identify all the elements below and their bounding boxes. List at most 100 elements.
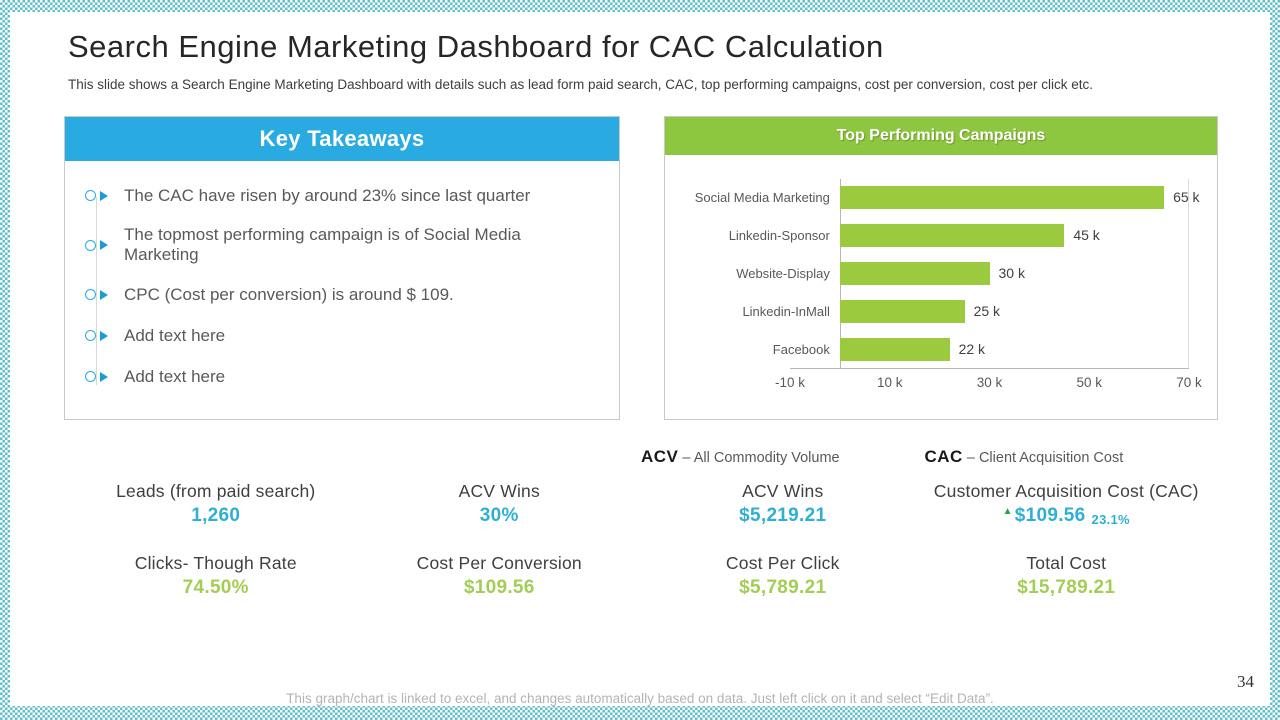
chart-bar[interactable] (839, 224, 1065, 247)
metric-label: Total Cost (1026, 553, 1107, 573)
metrics-row-1: Leads (from paid search) 1,260 ACV Wins 30%… (74, 481, 1208, 527)
chart-category-label: Website-Display (736, 266, 830, 281)
page-subtitle: This slide shows a Search Engine Marketi… (68, 77, 1093, 92)
bullet-connector-line (96, 197, 97, 385)
metric-value: ▲ $109.56 23.1% (925, 505, 1209, 527)
metric-label: Cost Per Conversion (416, 553, 582, 573)
metric-cell: Leads (from paid search) 1,260 (74, 481, 358, 527)
bullet-circle-icon (85, 330, 96, 341)
chart-category-label: Linkedin-Sponsor (728, 228, 830, 243)
key-takeaways-body: The CAC have risen by around 23% since l… (65, 161, 619, 397)
metric-label: Leads (from paid search) (116, 481, 316, 501)
takeaway-item: Add text here (65, 356, 619, 397)
chart-category-label: Facebook (772, 342, 830, 357)
key-takeaways-panel: Key Takeaways The CAC have risen by arou… (64, 116, 620, 420)
bullet-circle-icon (85, 239, 96, 251)
takeaway-text: The CAC have risen by around 23% since l… (124, 185, 531, 205)
metric-value-text: $5,789.21 (739, 577, 827, 598)
metric-value: $109.56 (358, 577, 642, 599)
page-number: 34 (1237, 672, 1254, 691)
bullet-circle-icon (85, 190, 96, 201)
metric-cell: Cost Per Conversion $109.56 (358, 553, 642, 599)
panels-row: Key Takeaways The CAC have risen by arou… (64, 116, 1218, 420)
metric-label: Customer Acquisition Cost (CAC) (933, 481, 1199, 501)
metric-label: ACV Wins (742, 481, 824, 501)
bullet-arrow-icon (100, 240, 108, 250)
chart-bar-value-label: 30 k (998, 265, 1025, 281)
metric-label: Cost Per Click (725, 553, 840, 573)
chart-bar[interactable] (839, 338, 950, 361)
takeaway-item: The topmost performing campaign is of So… (65, 216, 619, 274)
chart-x-tick-label: 50 k (1076, 375, 1103, 390)
takeaway-list: The CAC have risen by around 23% since l… (65, 175, 619, 397)
bullet-icon (85, 239, 108, 251)
chart-bar-value-label: 65 k (1173, 189, 1200, 205)
takeaway-text: Add text here (124, 366, 226, 386)
metric-value-text: 30% (479, 505, 519, 526)
metric-value-text: $109.56 (463, 577, 535, 598)
takeaway-text: CPC (Cost per conversion) is around $ 10… (124, 284, 454, 304)
metric-value: $15,789.21 (925, 577, 1209, 599)
chart-x-tick-label: 10 k (876, 375, 903, 390)
chart-bar-value-label: 22 k (958, 341, 986, 357)
bullet-arrow-icon (100, 190, 108, 201)
definition-abbr: CAC (924, 447, 963, 466)
chart-bar[interactable] (839, 262, 990, 285)
takeaway-item: CPC (Cost per conversion) is around $ 10… (65, 274, 619, 315)
metric-cell: Cost Per Click $5,789.21 (641, 553, 925, 599)
definition-abbr: ACV (641, 447, 679, 466)
definition-text: – All Commodity Volume (678, 450, 840, 466)
chart-category-label: Social Media Marketing (694, 190, 830, 205)
chart-bar-value-label: 45 k (1073, 227, 1100, 243)
chart-body[interactable]: Social Media Marketing 65 k Linkedin-Spons… (665, 155, 1217, 420)
up-triangle-icon: ▲ (1002, 506, 1013, 517)
metric-delta: 23.1% (1091, 512, 1130, 527)
metric-cell: Total Cost $15,789.21 (925, 553, 1209, 599)
chart-title: Top Performing Campaigns (665, 117, 1217, 155)
bullet-icon (85, 330, 108, 341)
metric-cell: Clicks- Though Rate 74.50% (74, 553, 358, 599)
bullet-icon (85, 190, 108, 201)
metric-value-text: $5,219.21 (739, 505, 827, 526)
chart-category-label: Linkedin-InMall (742, 304, 830, 319)
bullet-icon (85, 371, 108, 382)
bullet-arrow-icon (100, 371, 108, 382)
chart-panel[interactable]: Top Performing Campaigns Social Media Ma… (664, 116, 1218, 420)
chart-x-tick-label: 30 k (976, 375, 1003, 390)
chart-bar[interactable] (839, 186, 1165, 209)
bullet-icon (85, 289, 108, 300)
bullet-arrow-icon (100, 289, 108, 300)
metric-label: ACV Wins (458, 481, 540, 501)
definition-item: CAC – Client Acquisition Cost (925, 447, 1209, 467)
slide: Search Engine Marketing Dashboard for CA… (10, 12, 1270, 706)
metric-value-text: $15,789.21 (1017, 577, 1116, 598)
definition-text: – Client Acquisition Cost (962, 450, 1124, 466)
takeaway-text: The topmost performing campaign is of So… (124, 225, 521, 264)
metric-value: 74.50% (74, 577, 358, 599)
metric-label: Clicks- Though Rate (134, 553, 297, 573)
bullet-circle-icon (85, 289, 96, 300)
chart-x-tick-label: -10 k (774, 375, 806, 390)
metric-value-text: $109.56 (1014, 505, 1086, 526)
bullet-circle-icon (85, 371, 96, 382)
metric-cell: ACV Wins 30% (358, 481, 642, 527)
metric-value: 1,260 (74, 505, 358, 527)
metric-value-text: 74.50% (182, 577, 249, 598)
metric-value: 30% (358, 505, 642, 527)
chart-bar-value-label: 25 k (973, 303, 1001, 319)
takeaway-item: The CAC have risen by around 23% since l… (65, 175, 619, 216)
metric-value-text: 1,260 (191, 505, 241, 526)
chart-x-tick-label: 70 k (1176, 375, 1202, 390)
definition-item: ACV – All Commodity Volume (641, 447, 925, 467)
takeaway-item: Add text here (65, 315, 619, 356)
metric-value: $5,789.21 (641, 577, 925, 599)
key-takeaways-header: Key Takeaways (65, 117, 619, 161)
definitions-row: ACV – All Commodity Volume CAC – Client A… (74, 447, 1208, 467)
metric-value: $5,219.21 (641, 505, 925, 527)
metrics-row-2: Clicks- Though Rate 74.50% Cost Per Conver… (74, 553, 1208, 599)
metric-cell: ACV Wins $5,219.21 (641, 481, 925, 527)
metric-cell: Customer Acquisition Cost (CAC) ▲ $109.56 2… (925, 481, 1209, 527)
chart-bar[interactable] (839, 300, 965, 323)
page-title: Search Engine Marketing Dashboard for CA… (68, 29, 884, 64)
